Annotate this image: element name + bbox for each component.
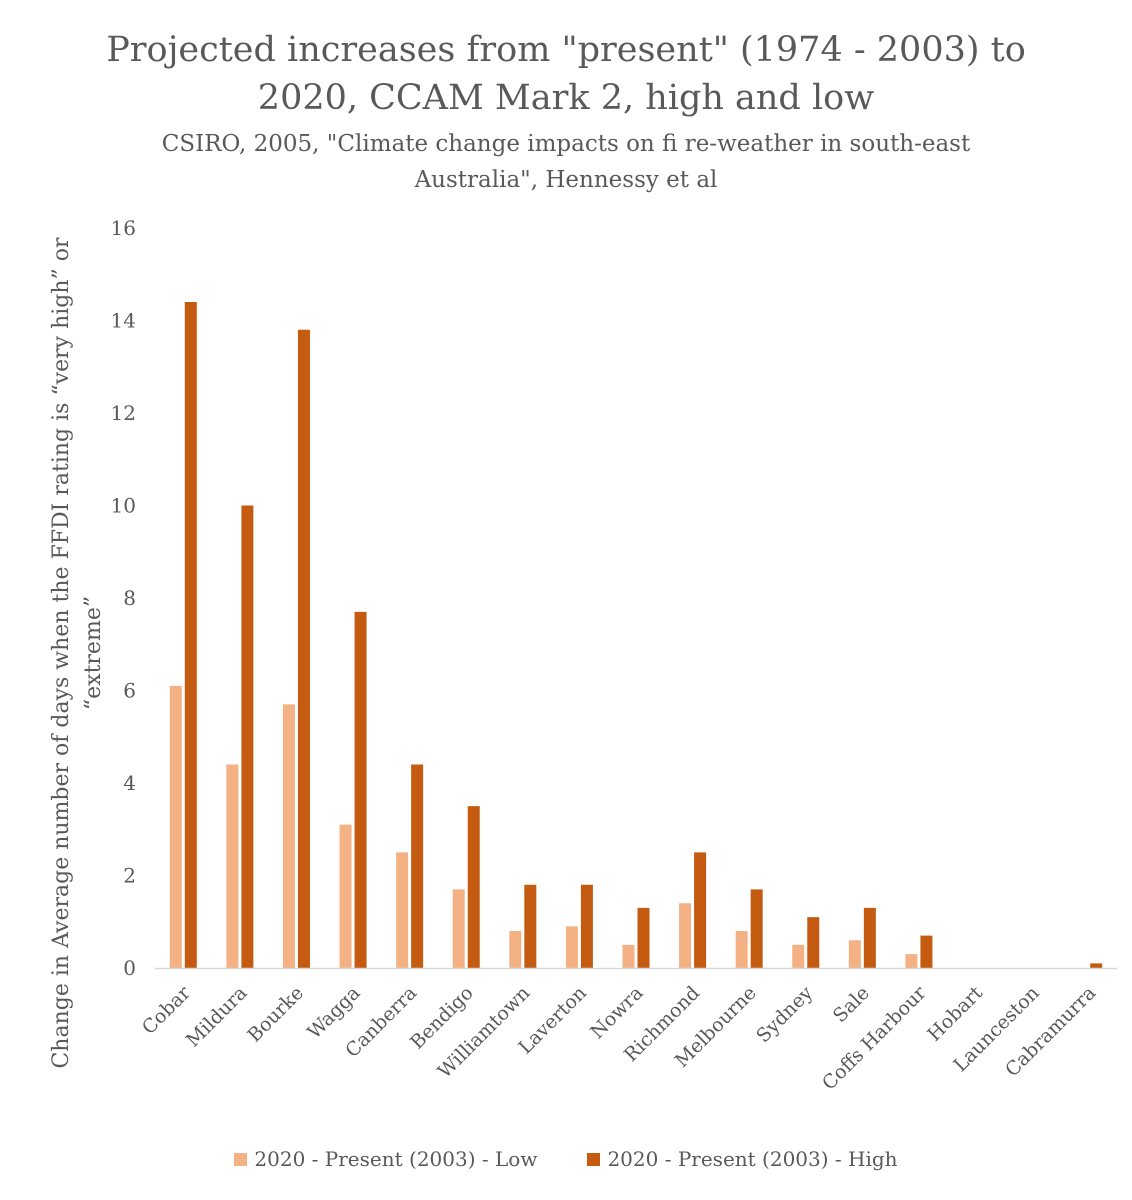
chart-title-line-2: 2020, CCAM Mark 2, high and low	[257, 78, 875, 118]
bar-low-bourke	[282, 704, 295, 968]
y-tick-label: 0	[123, 956, 136, 980]
bar-high-richmond	[694, 852, 707, 968]
bar-low-melbourne	[735, 931, 748, 968]
x-tick-label-sale: Sale	[829, 982, 874, 1027]
chart-subtitle: CSIRO, 2005, "Climate change impacts on …	[0, 126, 1132, 198]
y-axis-label-line-2: “extreme”	[81, 596, 106, 710]
bar-high-bendigo	[467, 806, 480, 968]
bar-low-sydney	[792, 944, 805, 968]
chart-title: Projected increases from "present" (1974…	[0, 26, 1132, 122]
legend-label-high: 2020 - Present (2003) - High	[607, 1147, 898, 1171]
bars	[169, 302, 1103, 968]
y-tick-label: 14	[111, 309, 136, 333]
bar-high-laverton	[580, 884, 593, 968]
legend-label-low: 2020 - Present (2003) - Low	[254, 1147, 538, 1171]
legend-swatch-low	[234, 1152, 248, 1166]
bar-high-cabramurra	[1090, 963, 1103, 968]
chart-title-line-1: Projected increases from "present" (1974…	[106, 30, 1026, 70]
legend-item-low: 2020 - Present (2003) - Low	[234, 1147, 537, 1171]
bar-low-canberra	[396, 852, 409, 968]
bar-low-coffs-harbour	[905, 954, 918, 968]
legend-item-high: 2020 - Present (2003) - High	[587, 1147, 898, 1171]
bar-high-wagga	[354, 611, 367, 968]
bar-low-wagga	[339, 824, 352, 968]
y-tick-label: 10	[111, 494, 136, 518]
bar-high-bourke	[297, 329, 310, 968]
bar-high-melbourne	[750, 889, 763, 968]
bar-low-richmond	[679, 903, 692, 968]
bar-low-cobar	[169, 685, 182, 968]
y-axis-label: Change in Average number of days when th…	[49, 237, 106, 1069]
y-tick-label: 12	[111, 401, 136, 425]
x-tick-label-bourke: Bourke	[243, 982, 308, 1047]
bar-high-williamtown	[524, 884, 537, 968]
bar-low-williamtown	[509, 931, 522, 968]
x-tick-label-sydney: Sydney	[752, 982, 817, 1047]
chart-subtitle-line-2: Australia", Hennessy et al	[414, 167, 718, 193]
bar-low-laverton	[565, 926, 578, 968]
bar-low-sale	[848, 940, 861, 968]
bar-low-nowra	[622, 944, 635, 968]
bar-low-bendigo	[452, 889, 465, 968]
y-axis-ticks: 0 2 4 6 8 10 12 14 16	[111, 216, 136, 980]
y-tick-label: 8	[123, 586, 136, 610]
x-tick-label-coffs-harbour: Coffs Harbour	[818, 981, 931, 1094]
legend: 2020 - Present (2003) - Low 2020 - Prese…	[0, 1147, 1132, 1171]
y-axis-label-line-1: Change in Average number of days when th…	[49, 237, 74, 1069]
y-tick-label: 4	[123, 771, 136, 795]
bar-low-mildura	[226, 764, 239, 968]
bar-high-coffs-harbour	[920, 935, 933, 968]
bar-high-sydney	[807, 917, 820, 968]
x-tick-label-mildura: Mildura	[182, 982, 252, 1052]
x-axis-labels: CobarMilduraBourkeWaggaCanberraBendigoWi…	[138, 981, 1100, 1094]
chart-subtitle-line-1: CSIRO, 2005, "Climate change impacts on …	[161, 131, 971, 157]
bar-high-nowra	[637, 907, 650, 968]
bar-high-mildura	[241, 505, 254, 968]
legend-swatch-high	[587, 1152, 601, 1166]
y-tick-label: 6	[123, 679, 136, 703]
y-tick-label: 2	[123, 864, 136, 888]
y-tick-label: 16	[111, 216, 136, 240]
bar-high-sale	[863, 907, 876, 968]
bar-high-canberra	[411, 764, 424, 968]
bar-high-cobar	[184, 302, 197, 968]
